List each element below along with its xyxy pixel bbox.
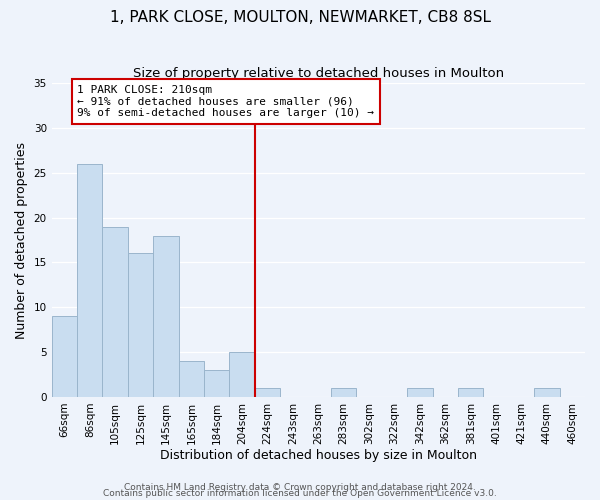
Bar xyxy=(534,388,560,397)
Title: Size of property relative to detached houses in Moulton: Size of property relative to detached ho… xyxy=(133,68,504,80)
Text: Contains public sector information licensed under the Open Government Licence v3: Contains public sector information licen… xyxy=(103,490,497,498)
Text: 1, PARK CLOSE, MOULTON, NEWMARKET, CB8 8SL: 1, PARK CLOSE, MOULTON, NEWMARKET, CB8 8… xyxy=(110,10,491,25)
Bar xyxy=(458,388,484,397)
Bar xyxy=(331,388,356,397)
Bar xyxy=(153,236,179,397)
Bar xyxy=(255,388,280,397)
Bar xyxy=(179,361,204,397)
Bar xyxy=(52,316,77,397)
Bar xyxy=(229,352,255,397)
Bar xyxy=(77,164,103,397)
Text: 1 PARK CLOSE: 210sqm
← 91% of detached houses are smaller (96)
9% of semi-detach: 1 PARK CLOSE: 210sqm ← 91% of detached h… xyxy=(77,85,374,118)
Text: Contains HM Land Registry data © Crown copyright and database right 2024.: Contains HM Land Registry data © Crown c… xyxy=(124,484,476,492)
Bar xyxy=(204,370,229,397)
Bar xyxy=(128,254,153,397)
Bar xyxy=(407,388,433,397)
X-axis label: Distribution of detached houses by size in Moulton: Distribution of detached houses by size … xyxy=(160,450,477,462)
Y-axis label: Number of detached properties: Number of detached properties xyxy=(15,142,28,338)
Bar xyxy=(103,226,128,397)
